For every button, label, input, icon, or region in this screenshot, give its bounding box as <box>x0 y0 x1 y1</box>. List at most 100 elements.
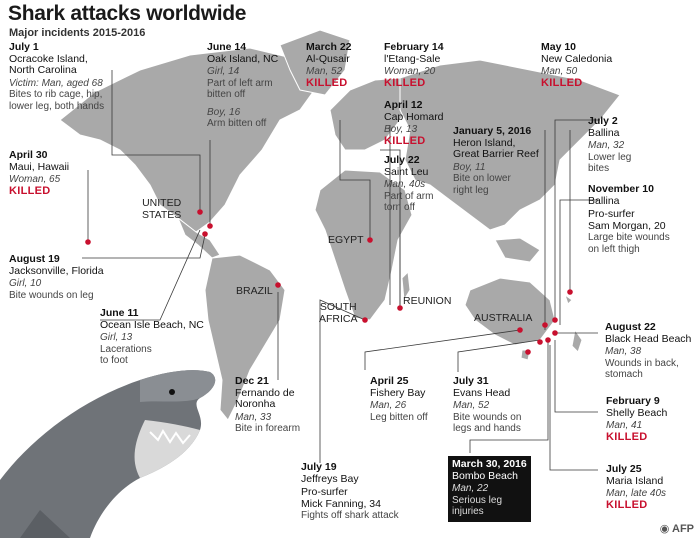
incident-date: February 9 <box>606 395 660 407</box>
incident-place: Maui, Hawaii <box>9 160 70 173</box>
leader-lines <box>82 70 600 471</box>
incident-date: April 25 <box>370 375 409 387</box>
incident-victim: Man, 52 <box>453 400 490 411</box>
incident-surfer: Pro-surfer Sam Morgan, 20 <box>588 208 666 232</box>
incident-place: Jacksonville, Florida <box>9 264 104 277</box>
incident-detail: Bites to rib cage, hip, lower leg, both … <box>9 89 105 112</box>
incident-place: Ocracoke Island, North Carolina <box>9 52 88 76</box>
incident-maria-island: July 25 Maria Island Man, late 40s KILLE… <box>606 463 667 511</box>
country-label-reunion: REUNION <box>403 295 452 307</box>
incident-date: July 19 <box>301 461 337 473</box>
afp-logo-icon: ◉ <box>659 523 672 535</box>
incident-detail: Lower leg bites <box>588 151 632 175</box>
incident-detail: Lacerations to foot <box>100 343 152 367</box>
incident-detail-2: Arm bitten off <box>207 118 267 129</box>
country-label-united-states: UNITED STATES <box>142 197 182 221</box>
incident-date: July 2 <box>588 115 618 127</box>
incident-place: New Caledonia <box>541 52 613 65</box>
incident-place: Cap Homard <box>384 110 444 123</box>
incident-date: July 31 <box>453 375 489 387</box>
incident-place: Maria Island <box>606 474 664 487</box>
north-america-landmass <box>59 47 319 233</box>
incident-date: August 19 <box>9 253 60 265</box>
incident-victim: Man, 38 <box>605 346 642 357</box>
country-label-south-africa: SOUTH AFRICA <box>319 301 358 325</box>
incident-victim: Man, late 40s <box>606 488 667 499</box>
incident-victim: Man, 32 <box>588 140 625 151</box>
incident-place: Ocean Isle Beach, NC <box>100 318 204 331</box>
credit-label: AFP <box>672 523 694 535</box>
incident-date: April 30 <box>9 149 48 161</box>
incident-killed: KILLED <box>384 76 426 89</box>
incident-place: Saint Leu <box>384 165 429 178</box>
new-caledonia-island <box>564 293 573 305</box>
incident-victim: Boy, 11 <box>453 161 486 173</box>
incident-ballina-july: July 2 Ballina Man, 32 Lower leg bites <box>588 115 632 175</box>
incident-date: July 25 <box>606 463 642 475</box>
incident-new-caledonia: May 10 New Caledonia Man, 50 KILLED <box>541 41 613 89</box>
incident-victim: Victim: Man, aged 68 <box>9 77 103 89</box>
incident-place: l'Etang-Sale <box>384 52 441 65</box>
incident-date: May 10 <box>541 41 577 53</box>
incident-killed: KILLED <box>541 76 583 89</box>
incident-ocracoke: July 1 Ocracoke Island, North Carolina V… <box>9 41 105 112</box>
incident-detail: Bite wounds on legs and hands <box>453 411 522 435</box>
incident-jeffreys-bay: July 19 Jeffreys Bay Pro-surfer Mick Fan… <box>301 461 399 522</box>
country-label-egypt: EGYPT <box>328 234 364 246</box>
incident-bombo-beach: March 30, 2016 Bombo Beach Man, 22 Serio… <box>448 456 531 522</box>
incident-detail: Bite in forearm <box>235 423 301 434</box>
incident-victim: Man, 22 <box>452 483 489 494</box>
incident-oak-island: June 14 Oak Island, NC Girl, 14 Part of … <box>207 41 279 130</box>
incident-detail: Serious leg injuries <box>452 494 503 518</box>
afp-credit: ◉ AFP <box>660 522 694 535</box>
incident-detail: Leg bitten off <box>370 411 428 423</box>
incident-heron-island: January 5, 2016 Heron Island, Great Barr… <box>453 125 539 196</box>
incident-killed: KILLED <box>606 498 648 511</box>
incident-detail: Wounds in back, stomach <box>605 357 679 381</box>
incident-place: Jeffreys Bay <box>301 472 359 485</box>
incident-victim: Girl, 10 <box>9 278 42 289</box>
country-label-australia: AUSTRALIA <box>474 312 533 324</box>
incident-date: August 22 <box>605 321 656 333</box>
incident-date: June 14 <box>207 41 247 53</box>
incident-victim: Man, 26 <box>370 400 407 411</box>
incident-dots <box>85 209 573 355</box>
incident-place: Fishery Bay <box>370 386 426 399</box>
madagascar-landmass <box>401 270 411 302</box>
incident-killed: KILLED <box>9 184 51 197</box>
incident-detail: Large bite wounds on left thigh <box>588 232 670 255</box>
incident-place: Al-Qusair <box>306 52 350 65</box>
incident-fernando: Dec 21 Fernando de Noronha Man, 33 Bite … <box>235 375 301 435</box>
incident-saint-leu: July 22 Saint Leu Man, 40s Part of arm t… <box>384 154 433 214</box>
incident-place: Oak Island, NC <box>207 52 279 65</box>
incident-date: July 22 <box>384 154 420 166</box>
incident-ocean-isle: June 11 Ocean Isle Beach, NC Girl, 13 La… <box>100 307 204 367</box>
incident-victim: Man, 50 <box>541 66 578 77</box>
incident-killed: KILLED <box>384 134 426 147</box>
incident-victim: Woman, 65 <box>9 174 61 185</box>
incident-date: February 14 <box>384 41 444 53</box>
incident-date: November 10 <box>588 183 654 195</box>
incident-fishery-bay: April 25 Fishery Bay Man, 26 Leg bitten … <box>370 375 428 423</box>
incident-etang-sale: February 14 l'Etang-Sale Woman, 20 KILLE… <box>384 41 444 89</box>
incident-place: Ballina <box>588 126 620 139</box>
incident-place: Fernando de Noronha <box>235 386 295 410</box>
incident-evans-head: July 31 Evans Head Man, 52 Bite wounds o… <box>453 375 522 435</box>
africa-landmass <box>314 169 413 321</box>
incident-maui: April 30 Maui, Hawaii Woman, 65 KILLED <box>9 149 70 197</box>
incident-detail: Part of left arm bitten off <box>207 77 273 101</box>
incident-date: March 30, 2016 <box>452 458 527 470</box>
incident-victim: Boy, 13 <box>384 124 418 135</box>
incident-place: Evans Head <box>453 386 511 399</box>
shark-illustration <box>0 370 216 538</box>
incident-place: Black Head Beach <box>605 332 692 345</box>
incident-surfer: Pro-surfer Mick Fanning, 34 <box>301 486 381 510</box>
incident-killed: KILLED <box>606 430 648 443</box>
incident-victim: Woman, 20 <box>384 66 436 77</box>
southeast-asia-islands <box>494 237 541 263</box>
incident-black-head: August 22 Black Head Beach Man, 38 Wound… <box>605 321 692 381</box>
incident-victim: Man, 41 <box>606 420 643 431</box>
incident-date: Dec 21 <box>235 375 269 387</box>
incident-cap-homard: April 12 Cap Homard Boy, 13 KILLED <box>384 99 444 147</box>
